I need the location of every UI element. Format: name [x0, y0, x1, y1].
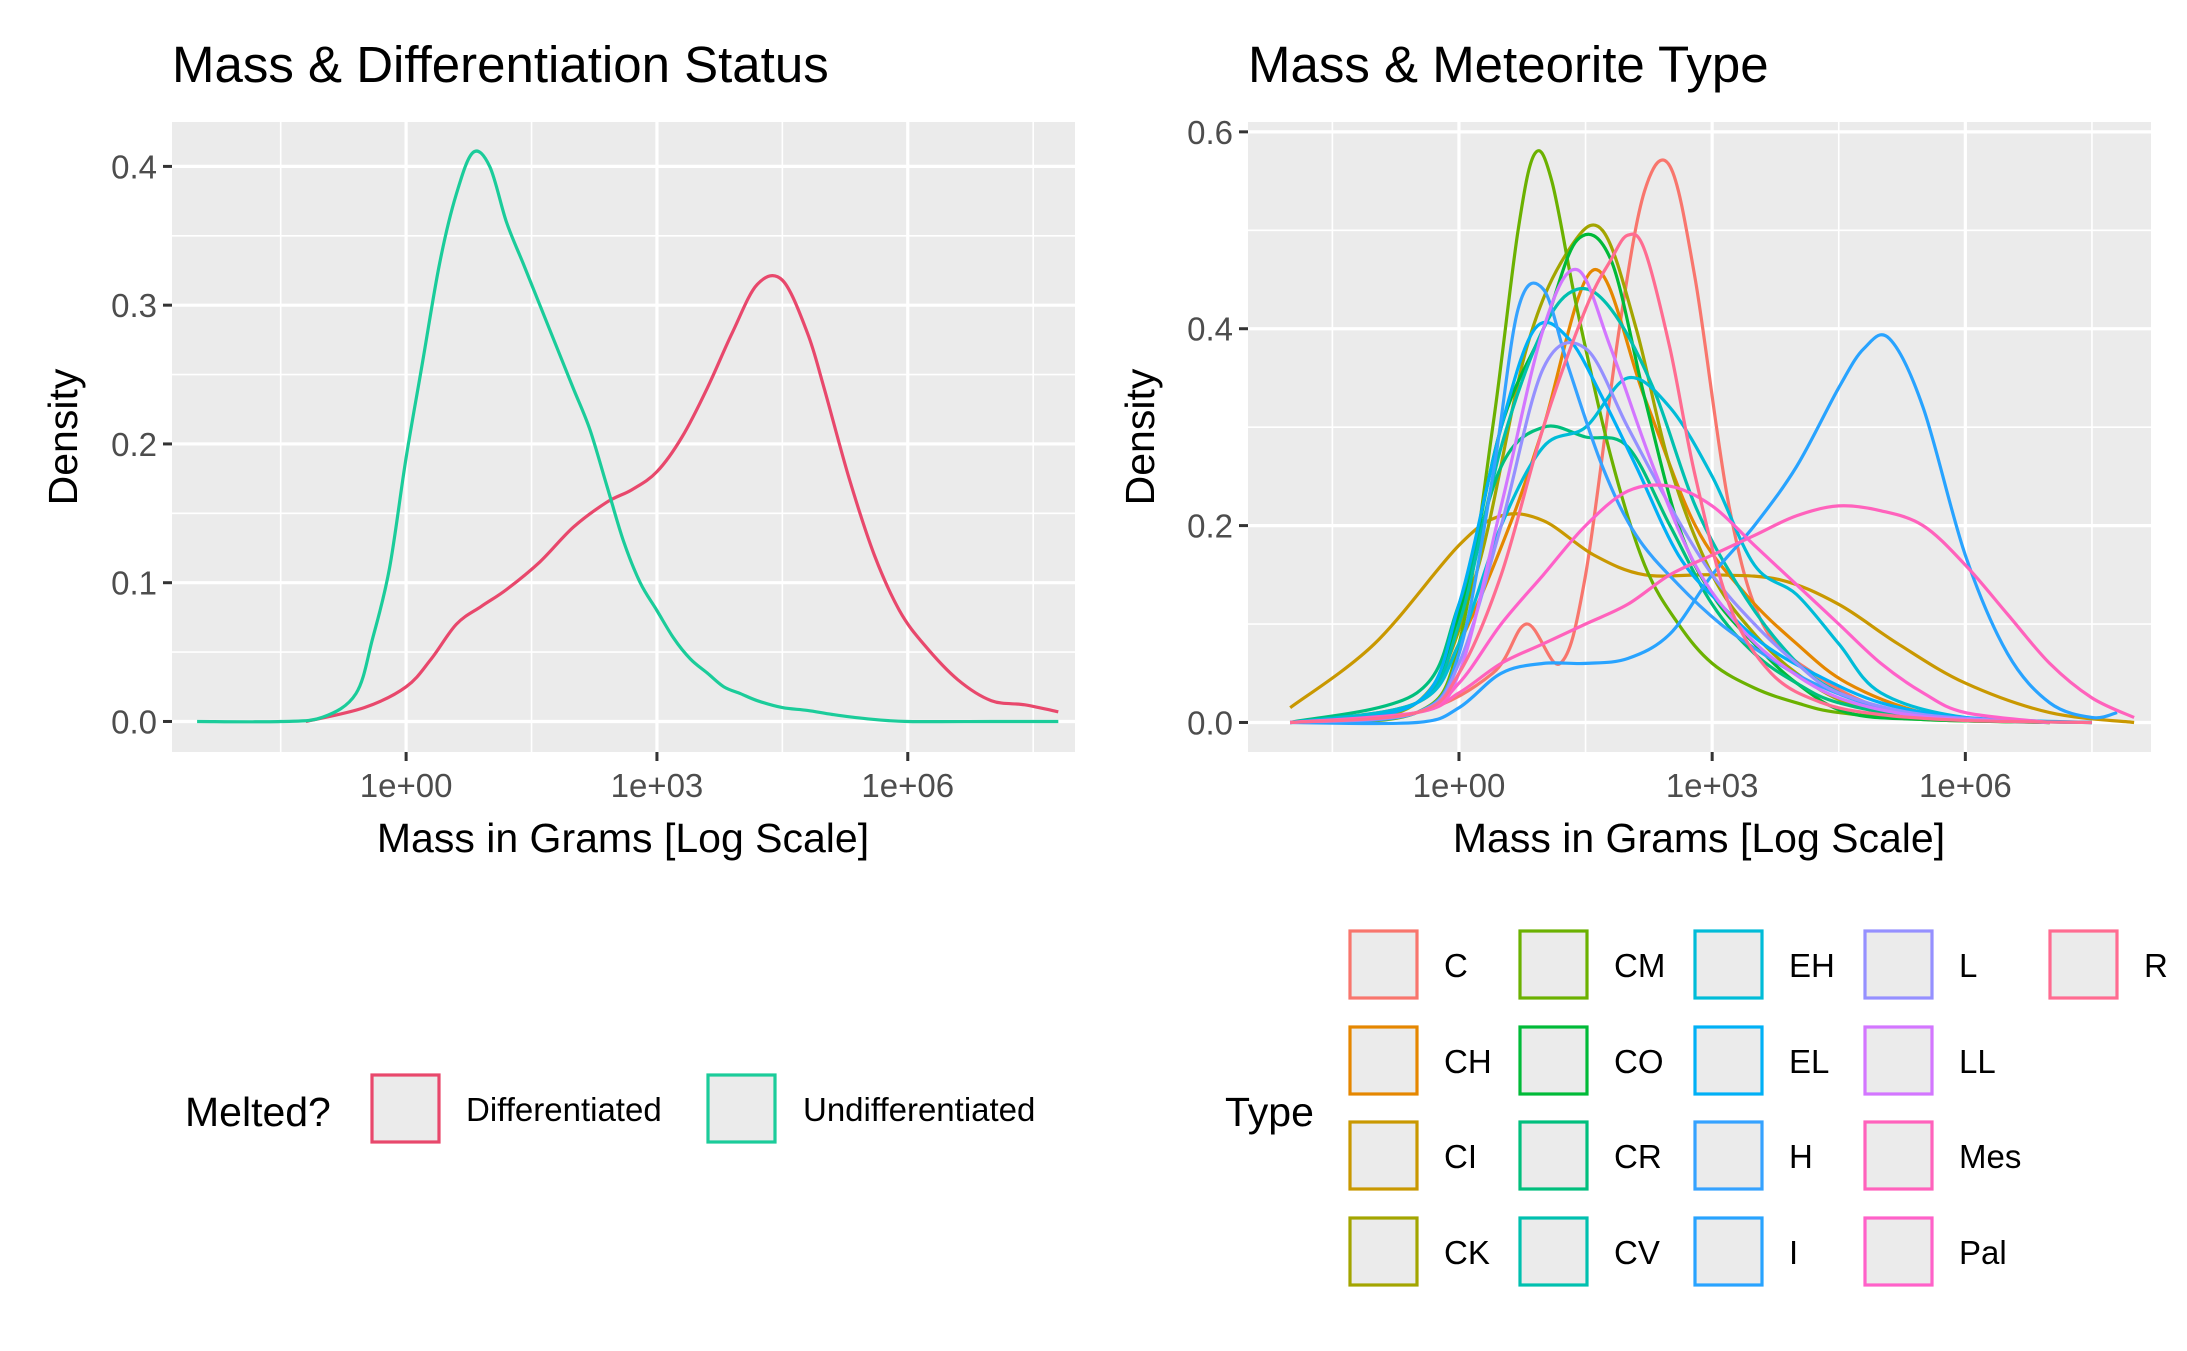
x-tick-label: 1e+00 — [1413, 767, 1506, 804]
legend-key — [370, 1073, 441, 1144]
x-tick-label: 1e+03 — [611, 767, 704, 804]
legend-label: CO — [1614, 1043, 1664, 1080]
legend-key — [1693, 929, 1764, 1000]
legend-label: C — [1444, 947, 1468, 984]
legend-key — [1348, 1025, 1419, 1096]
y-tick-label: 0.1 — [111, 565, 157, 602]
y-tick-label: 0.3 — [111, 287, 157, 324]
x-axis-label: Mass in Grams [Log Scale] — [1453, 815, 1945, 861]
legend-melted: Melted? Differentiated Undifferentiated — [185, 1073, 1035, 1144]
legend-key — [1348, 929, 1419, 1000]
y-tick-label: 0.4 — [111, 148, 157, 185]
density-line-pal — [1290, 483, 2050, 725]
plot-background — [1248, 122, 2151, 752]
plot-background — [172, 122, 1075, 752]
legend-key — [1863, 1120, 1934, 1191]
legend-label: CI — [1444, 1138, 1477, 1175]
x-tick-label: 1e+06 — [861, 767, 954, 804]
legend-key — [1518, 1025, 1589, 1096]
legend-title: Melted? — [185, 1089, 331, 1135]
legend-key — [1863, 1025, 1934, 1096]
density-line-c — [1290, 158, 2092, 725]
x-axis-label: Mass in Grams [Log Scale] — [377, 815, 869, 861]
legend-key — [706, 1073, 777, 1144]
legend-label: Differentiated — [466, 1091, 662, 1128]
density-line-r — [1290, 232, 2092, 725]
legend-label: CV — [1614, 1234, 1660, 1271]
legend-key — [1348, 1216, 1419, 1287]
legend-key — [2048, 929, 2119, 1000]
chart-meteorite-type: Mass & Meteorite Type 1e+00 1e+03 1e+06 0.0… — [1117, 36, 2168, 1287]
legend-key — [1693, 1025, 1764, 1096]
x-tick-label: 1e+03 — [1666, 767, 1759, 804]
density-line-mes — [1290, 504, 2135, 725]
y-tick-label: 0.2 — [1187, 508, 1233, 545]
legend-key — [1518, 1120, 1589, 1191]
legend-title: Type — [1225, 1089, 1314, 1135]
density-line-i — [1290, 333, 2118, 726]
legend-label: H — [1789, 1138, 1813, 1175]
legend-label: I — [1789, 1234, 1798, 1271]
y-axis-label: Density — [40, 368, 86, 505]
density-line-ll — [1290, 267, 2050, 725]
x-tick-label: 1e+06 — [1919, 767, 2012, 804]
legend-key — [1863, 929, 1934, 1000]
legend-key — [1693, 1120, 1764, 1191]
legend-key — [1863, 1216, 1934, 1287]
legend-label: Pal — [1959, 1234, 2007, 1271]
y-tick-label: 0.2 — [111, 426, 157, 463]
density-line-l — [1290, 340, 2050, 725]
y-tick-label: 0.6 — [1187, 114, 1233, 151]
legend-key — [1518, 929, 1589, 1000]
y-axis-label: Density — [1117, 368, 1163, 505]
legend-key — [1693, 1216, 1764, 1287]
y-tick-label: 0.4 — [1187, 311, 1233, 348]
legend-label: L — [1959, 947, 1977, 984]
chart-title: Mass & Differentiation Status — [172, 36, 829, 93]
legend-label: EL — [1789, 1043, 1829, 1080]
legend-label: LL — [1959, 1043, 1996, 1080]
legend-label: Undifferentiated — [803, 1091, 1035, 1128]
legend-key — [1348, 1120, 1419, 1191]
chart-title: Mass & Meteorite Type — [1248, 36, 1769, 93]
chart-differentiation: Mass & Differentiation Status 1e+00 1e+03… — [40, 36, 1075, 1144]
legend-label: CK — [1444, 1234, 1490, 1271]
y-tick-label: 0.0 — [111, 703, 157, 740]
legend-label: R — [2144, 947, 2168, 984]
legend-label: EH — [1789, 947, 1835, 984]
legend-label: Mes — [1959, 1138, 2021, 1175]
density-line-differentiated — [305, 274, 1059, 724]
legend-key — [1518, 1216, 1589, 1287]
legend-label: CH — [1444, 1043, 1492, 1080]
legend-label: CR — [1614, 1138, 1662, 1175]
x-tick-label: 1e+00 — [360, 767, 453, 804]
density-line-ci — [1289, 512, 2135, 725]
density-line-el — [1289, 320, 2092, 725]
legend-label: CM — [1614, 947, 1665, 984]
y-tick-label: 0.0 — [1187, 704, 1233, 741]
density-line-undifferentiated — [197, 149, 1059, 724]
